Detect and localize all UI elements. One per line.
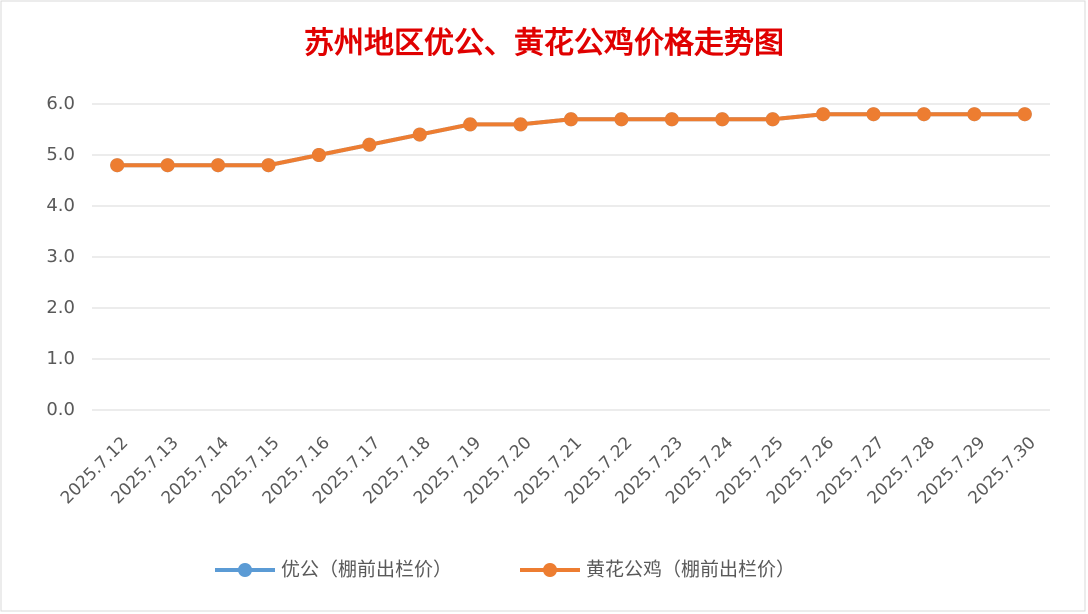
chart-title: 苏州地区优公、黄花公鸡价格走势图 xyxy=(304,26,784,61)
legend-marker xyxy=(543,563,557,577)
y-tick-label: 4.0 xyxy=(46,195,75,216)
point xyxy=(916,107,931,122)
y-tick-label: 2.0 xyxy=(46,297,75,318)
point xyxy=(463,117,478,132)
point xyxy=(816,107,831,122)
point xyxy=(715,112,730,127)
point xyxy=(564,112,578,127)
y-tick-label: 5.0 xyxy=(46,144,75,165)
point xyxy=(967,107,982,122)
point xyxy=(1017,107,1032,122)
legend-label: 黄花公鸡（棚前出栏价） xyxy=(586,559,795,581)
point xyxy=(110,158,125,173)
point xyxy=(765,112,780,127)
point xyxy=(211,158,226,173)
point xyxy=(412,127,427,142)
legend-label: 优公（棚前出栏价） xyxy=(281,559,452,581)
point xyxy=(160,158,175,173)
point xyxy=(866,107,881,122)
point xyxy=(614,112,629,127)
y-tick-label: 3.0 xyxy=(46,246,75,267)
y-tick-label: 0.0 xyxy=(46,399,75,420)
point xyxy=(311,148,326,162)
point xyxy=(513,117,528,132)
point xyxy=(664,112,679,127)
y-tick-label: 6.0 xyxy=(46,93,75,114)
point xyxy=(261,158,276,173)
y-tick-label: 1.0 xyxy=(46,348,75,369)
point xyxy=(362,137,377,152)
legend-marker xyxy=(238,563,252,577)
